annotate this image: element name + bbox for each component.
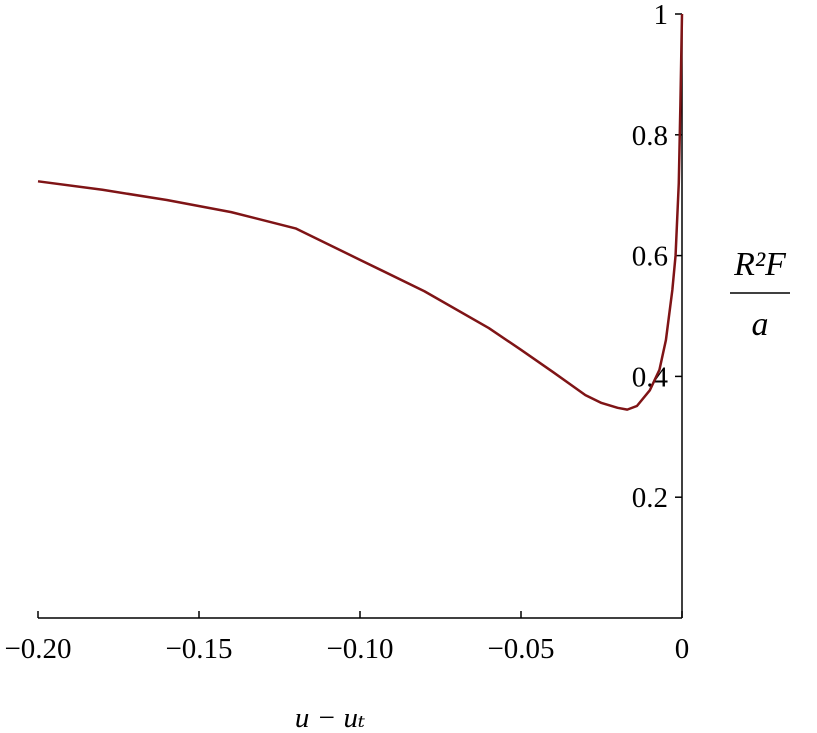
data-line: [37, 13, 684, 411]
x-tick-label: −0.05: [487, 633, 554, 665]
y-tick-label: 0.2: [632, 482, 668, 514]
x-axis-label: u − uₜ: [295, 702, 365, 733]
y-tick-label: 0.8: [632, 120, 668, 152]
y-tick-label: 0.6: [632, 241, 668, 273]
x-tick-label: −0.15: [165, 633, 232, 665]
x-tick-label: −0.10: [326, 633, 393, 665]
y-axis-label-denominator: a: [752, 306, 769, 343]
x-tick-label: 0: [675, 633, 690, 665]
y-tick-label: 1: [654, 0, 669, 31]
x-tick-label: −0.20: [4, 633, 71, 665]
y-axis-label-numerator: R²F: [733, 246, 787, 283]
